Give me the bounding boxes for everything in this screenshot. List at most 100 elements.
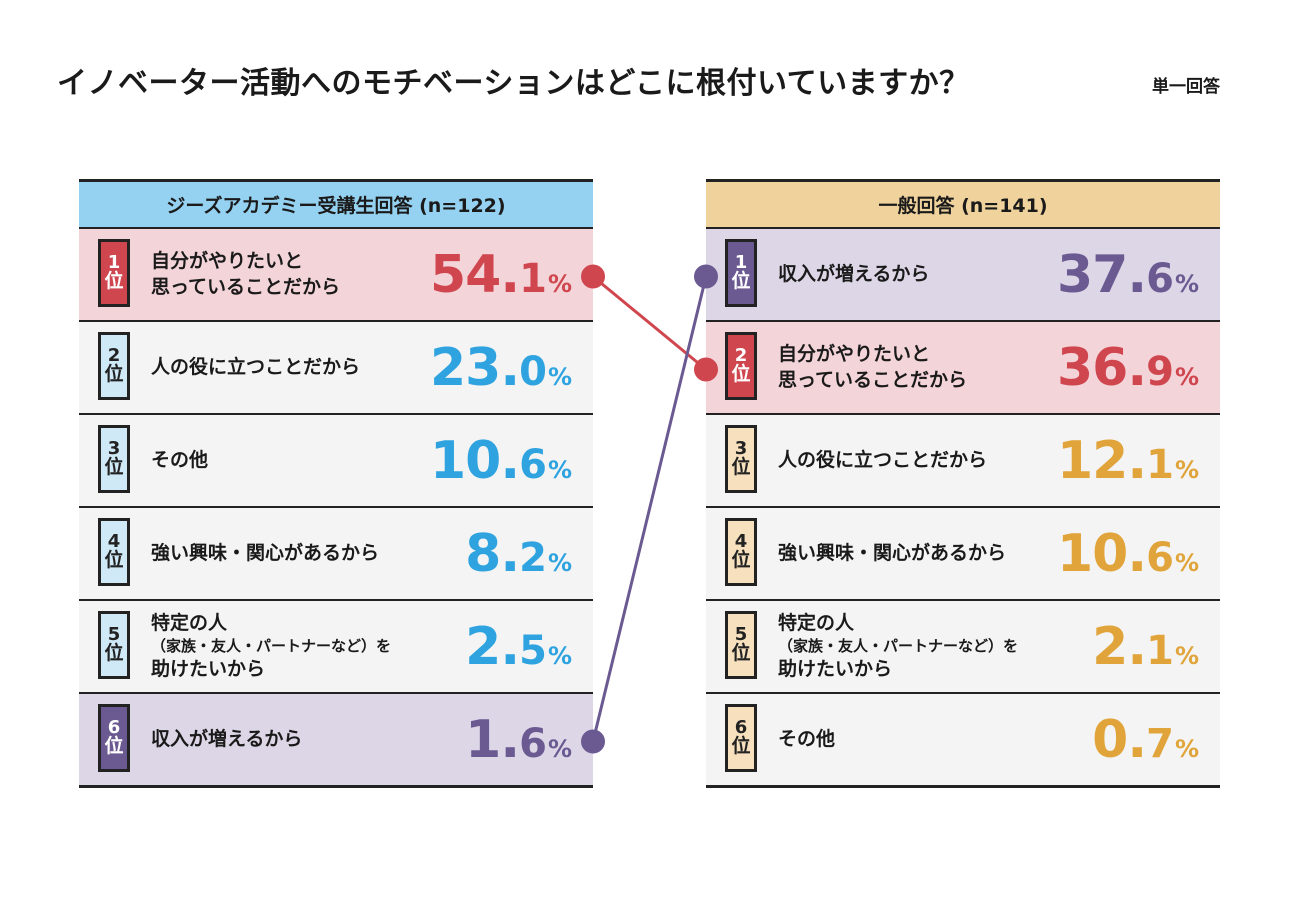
left-rank-row: 1 位自分がやりたいと思っていることだから 54.1%: [79, 229, 593, 322]
rank-suffix: 位: [731, 642, 751, 665]
rank-number: 6: [734, 716, 748, 738]
answer-type-note: 単一回答: [1152, 77, 1220, 97]
row-label-line: 強い興味・関心があるから: [778, 541, 1007, 564]
rank-number: 2: [734, 344, 748, 366]
rank-suffix: 位: [731, 549, 751, 572]
row-label-line: （家族・友人・パートナーなど）を: [151, 637, 392, 656]
row-label: その他: [151, 448, 208, 474]
percentage-unit: %: [1174, 269, 1199, 298]
right-rank-row: 3 位人の役に立つことだから 12.1%: [706, 415, 1220, 508]
percentage-unit: %: [1174, 641, 1199, 670]
rank-number: 2: [107, 344, 121, 366]
percentage-integer: 12.: [1056, 430, 1147, 491]
rank-number: 3: [107, 437, 121, 459]
row-label-line: 強い興味・関心があるから: [151, 541, 380, 564]
row-label-line: 助けたいから: [778, 657, 893, 680]
percentage-integer: 8.: [465, 523, 520, 584]
percentage-decimal: 5: [519, 627, 547, 674]
percentage-decimal: 6: [1146, 534, 1174, 581]
left-panel-header: ジーズアカデミー受講生回答 (n=122): [79, 179, 593, 229]
rank-suffix: 位: [104, 642, 124, 665]
rank-suffix: 位: [104, 549, 124, 572]
rank-suffix: 位: [104, 456, 124, 479]
row-label: 強い興味・関心があるから: [778, 541, 1006, 567]
percentage-unit: %: [1174, 734, 1199, 763]
row-label: 収入が増えるから: [778, 262, 929, 288]
row-label: 特定の人 （家族・友人・パートナーなど）を 助けたいから: [151, 611, 391, 683]
rank-suffix: 位: [731, 270, 751, 293]
percentage-integer: 0.: [1092, 709, 1147, 770]
percentage-decimal: 6: [519, 720, 547, 767]
row-percentage: 8.2%: [465, 523, 572, 584]
percentage-integer: 23.: [429, 337, 520, 398]
rank-suffix: 位: [104, 363, 124, 386]
row-label-line: 助けたいから: [151, 657, 266, 680]
row-label-line: 収入が増えるから: [778, 262, 930, 285]
percentage-unit: %: [547, 641, 572, 670]
row-label-line: 人の役に立つことだから: [778, 448, 988, 471]
left-rank-row: 6 位収入が増えるから 1.6%: [79, 694, 593, 788]
percentage-integer: 10.: [429, 430, 520, 491]
row-label-line: 自分がやりたいと: [151, 249, 304, 272]
row-percentage: 10.6%: [1056, 523, 1199, 584]
row-percentage: 54.1%: [430, 245, 572, 305]
row-label: 特定の人 （家族・友人・パートナーなど）を 助けたいから: [778, 611, 1018, 683]
row-label-line: 思っていることだから: [151, 275, 341, 298]
left-rank-row: 3 位その他 10.6%: [79, 415, 593, 508]
percentage-unit: %: [547, 734, 572, 763]
right-rank-row: 6 位その他 0.7%: [706, 694, 1220, 788]
percentage-integer: 10.: [1056, 523, 1147, 584]
row-label: その他: [778, 727, 835, 753]
percentage-decimal: 1: [1146, 627, 1174, 674]
right-rank-row: 1 位収入が増えるから 37.6%: [706, 229, 1220, 322]
row-percentage: 37.6%: [1056, 244, 1199, 305]
row-label: 人の役に立つことだから: [151, 355, 360, 381]
row-percentage: 0.7%: [1092, 709, 1199, 770]
percentage-integer: 1.: [465, 709, 520, 770]
rank-number: 5: [107, 623, 121, 645]
row-label-line: 特定の人: [778, 611, 855, 634]
connector-line: [592, 275, 707, 371]
percentage-unit: %: [1174, 362, 1199, 391]
row-label: 自分がやりたいと 思っていることだから: [778, 342, 967, 393]
left-rank-row: 2 位人の役に立つことだから 23.0%: [79, 322, 593, 415]
right-rank-row: 4 位強い興味・関心があるから 10.6%: [706, 508, 1220, 601]
percentage-unit: %: [547, 548, 572, 577]
row-percentage: 10.6%: [429, 430, 572, 491]
rank-number: 1: [107, 251, 121, 273]
left-panel-rows: 1 位自分がやりたいと 思っていることだから 54.1% 2 位人の役に立つことだから 23…: [79, 229, 593, 788]
percentage-integer: 37.: [1056, 244, 1147, 305]
percentage-decimal: 0: [519, 348, 547, 395]
rank-suffix: 位: [731, 735, 751, 758]
row-label: 自分がやりたいと思っていることだから: [151, 249, 340, 300]
row-percentage: 12.1%: [1056, 430, 1199, 491]
percentage-decimal: 2: [519, 534, 547, 581]
left-panel: ジーズアカデミー受講生回答 (n=122) 1 位自分がやりたいと 思っていることだ…: [79, 179, 593, 788]
percentage-decimal: 9: [1146, 348, 1174, 395]
right-panel: 一般回答 (n=141) 1 位収入が増えるから 37.6% 2 位自分がやりたいと 思っ…: [706, 179, 1220, 788]
percentage-unit: %: [1174, 548, 1199, 577]
row-percentage: 2.1%: [1092, 617, 1199, 677]
percentage-decimal: 7: [1146, 720, 1174, 767]
row-label-line: その他: [151, 448, 209, 471]
percentage-decimal: 6: [519, 441, 547, 488]
percentage-unit: %: [1174, 455, 1199, 484]
percentage-unit: %: [547, 455, 572, 484]
rank-number: 4: [107, 530, 121, 552]
right-rank-row: 5 位特定の人 （家族・友人・パートナーなど）を 助けたいから 2.1%: [706, 601, 1220, 694]
rank-suffix: 位: [731, 363, 751, 386]
rank-number: 3: [734, 437, 748, 459]
row-percentage: 23.0%: [429, 337, 572, 398]
percentage-unit: %: [547, 269, 572, 298]
row-label-line: 人の役に立つことだから: [151, 355, 361, 378]
row-percentage: 1.6%: [465, 709, 572, 770]
